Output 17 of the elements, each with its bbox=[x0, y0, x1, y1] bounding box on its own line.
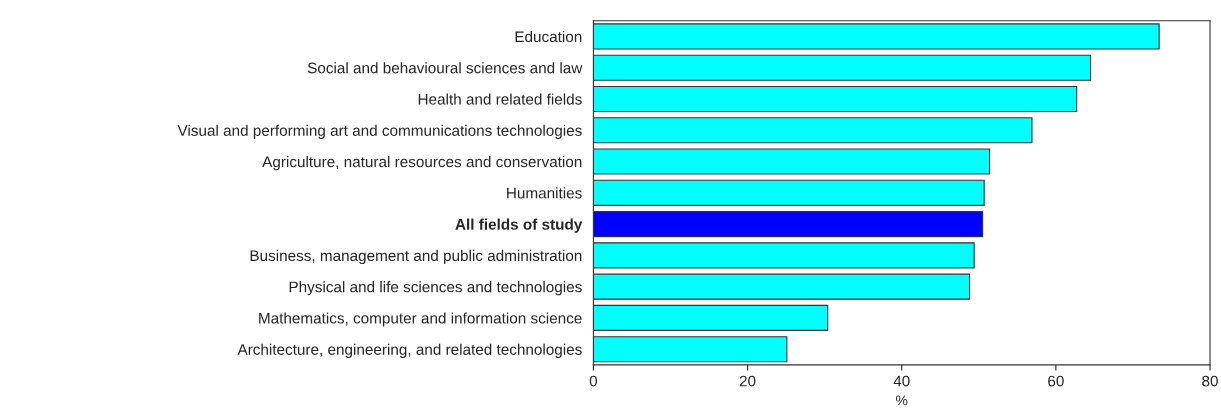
y-tick-label: Agriculture, natural resources and conservation bbox=[262, 156, 582, 171]
y-tick-label: Architecture, engineering, and related technologies bbox=[237, 343, 582, 358]
y-tick-label: Social and behavioural sciences and law bbox=[307, 62, 583, 74]
x-tick-label: 20 bbox=[739, 375, 756, 387]
y-tick-label: Physical and life sciences and technologies bbox=[289, 281, 582, 296]
y-tick-label: All fields of study bbox=[455, 218, 583, 233]
y-tick-label: Education bbox=[515, 30, 582, 43]
x-tick-label: 80 bbox=[1202, 375, 1218, 387]
y-tick-label: Visual and performing art and communications technologies bbox=[177, 124, 582, 139]
x-tick-label: 0 bbox=[589, 375, 598, 387]
x-axis-title: % bbox=[896, 395, 908, 406]
x-tick-label: 60 bbox=[1048, 375, 1064, 387]
y-tick-label: Health and related fields bbox=[418, 93, 582, 105]
y-tick-label: Humanities bbox=[507, 187, 582, 199]
x-tick-label: 40 bbox=[893, 375, 910, 387]
y-tick-label: Mathematics, computer and information science bbox=[259, 312, 582, 327]
y-tick-label: Business, management and public administration bbox=[250, 249, 582, 265]
